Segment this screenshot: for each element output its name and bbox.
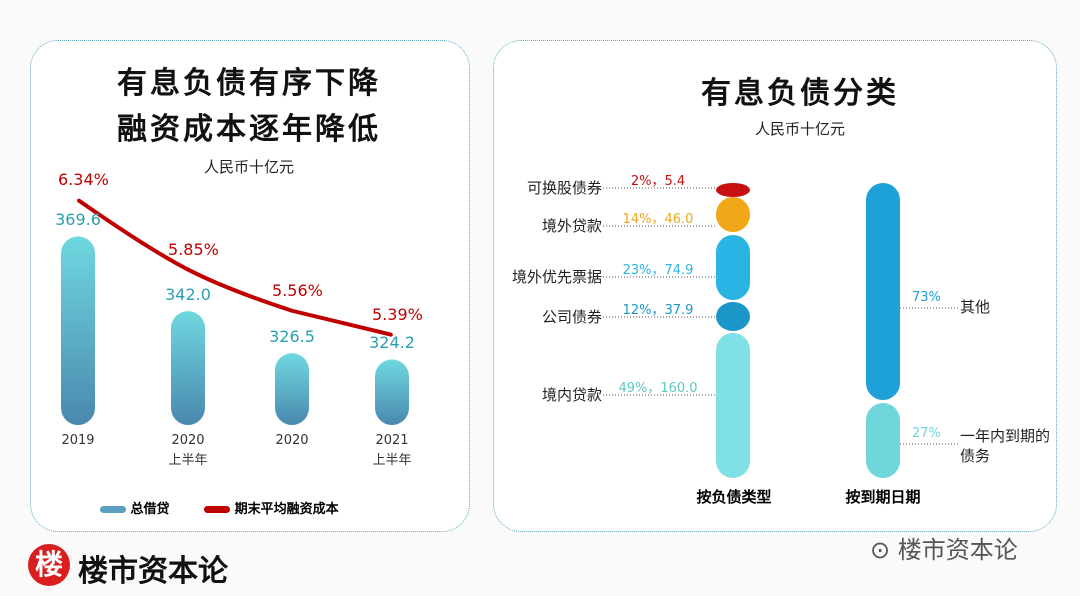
wechat-icon: ⊙	[870, 536, 891, 564]
line-point	[291, 309, 293, 312]
category-label: 境外优先票据	[511, 268, 602, 286]
legend-swatch-bar	[100, 506, 126, 513]
segment-其他	[866, 183, 900, 400]
brand-name: 楼市资本论	[78, 554, 228, 589]
category-label: 其他	[960, 298, 991, 316]
right-panel	[493, 40, 1057, 532]
segment-境外优先票据	[716, 235, 750, 300]
bar-total-borrowing	[375, 359, 409, 425]
watermark: ⊙ 楼市资本论	[870, 530, 1018, 565]
bar-value-label: 326.5	[269, 327, 315, 347]
legend: 总借贷 期末平均融资成本	[100, 498, 339, 517]
bar-total-borrowing	[171, 311, 205, 425]
segment-公司债券	[716, 302, 750, 331]
segment-value-label: 73%	[912, 290, 941, 305]
segment-一年内到期的债务	[866, 403, 900, 478]
category-label: 公司债券	[541, 308, 602, 326]
bar-total-borrowing	[61, 236, 95, 425]
bar-axis-label: 按到期日期	[845, 488, 921, 506]
legend-swatch-line	[204, 506, 231, 513]
x-tick-sublabel: 上半年	[372, 453, 412, 468]
bar-value-label: 342.0	[165, 285, 211, 305]
segment-境内贷款	[716, 333, 750, 478]
x-tick-label: 2019	[61, 433, 95, 448]
brand-logo: 楼	[28, 544, 70, 586]
left-title-1: 有息负债有序下降	[117, 66, 381, 101]
line-value-label: 5.39%	[372, 304, 423, 324]
line-point	[77, 199, 79, 201]
line-value-label: 5.85%	[168, 239, 219, 259]
segment-value-label: 23%，74.9	[622, 263, 694, 278]
legend-line-label: 期末平均融资成本	[234, 502, 339, 517]
left-panel	[30, 40, 470, 532]
line-point	[391, 333, 393, 336]
left-title-2: 融资成本逐年降低	[117, 112, 381, 147]
line-financing-cost	[76, 198, 393, 337]
line-value-label: 5.56%	[272, 280, 323, 300]
category-label: 境外贷款	[541, 217, 602, 235]
segment-value-label: 2%，5.4	[630, 174, 686, 189]
segment-value-label: 49%，160.0	[618, 381, 698, 396]
right-subtitle: 人民币十亿元	[754, 120, 845, 138]
line-point	[187, 268, 189, 271]
category-label: 可换股债券	[526, 179, 602, 197]
line-value-label: 6.34%	[58, 170, 109, 189]
x-tick-label: 2020	[171, 433, 205, 448]
segment-value-label: 27%	[912, 426, 941, 441]
legend-bar-label: 总借贷	[130, 502, 170, 517]
watermark-text: 楼市资本论	[897, 536, 1018, 564]
segment-value-label: 12%，37.9	[622, 303, 694, 318]
category-label: 一年内到期的债务	[960, 427, 1051, 465]
bar-value-label: 369.6	[55, 210, 101, 230]
segment-可换股债券	[716, 183, 750, 197]
bar-axis-label: 按负债类型	[696, 488, 772, 506]
segment-境外贷款	[716, 197, 750, 232]
category-label: 境内贷款	[541, 386, 602, 404]
x-tick-label: 2020	[275, 433, 309, 448]
x-tick-label: 2021	[375, 433, 409, 448]
bar-value-label: 324.2	[369, 333, 415, 353]
segment-value-label: 14%，46.0	[622, 212, 694, 227]
bar-total-borrowing	[275, 353, 309, 425]
x-tick-sublabel: 上半年	[168, 453, 208, 468]
right-title: 有息负债分类	[701, 76, 899, 111]
left-subtitle: 人民币十亿元	[203, 158, 294, 176]
